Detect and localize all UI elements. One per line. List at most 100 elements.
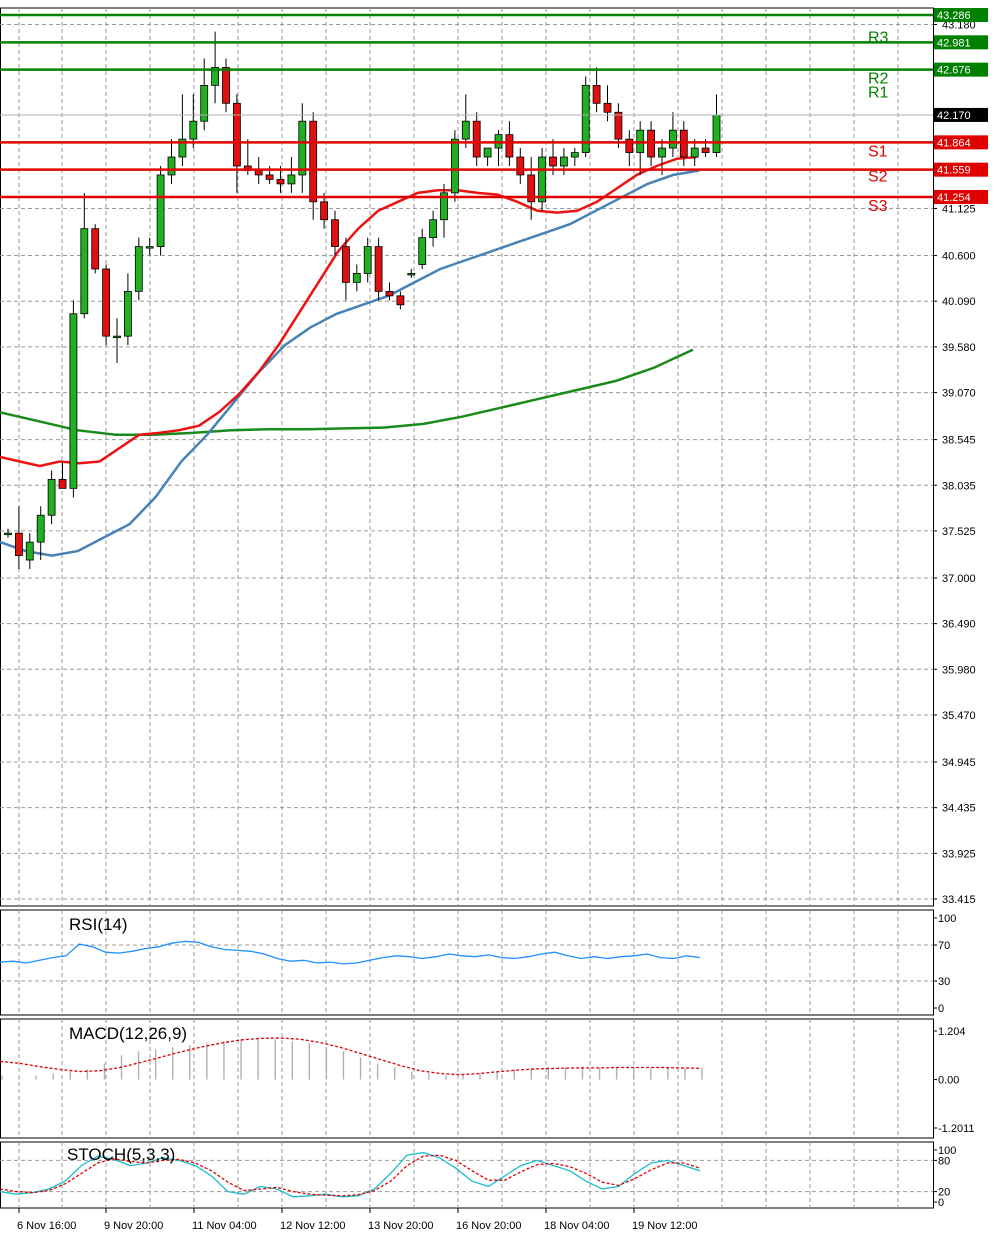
x-tick-label: 11 Nov 04:00 <box>192 1220 257 1232</box>
candle-bearish <box>549 156 557 167</box>
candle-bearish <box>679 129 688 158</box>
x-tick-label: 13 Nov 20:00 <box>368 1220 433 1232</box>
price-y-tick-label: 43.180 <box>942 19 976 31</box>
rsi-title: RSI(14) <box>69 915 128 934</box>
level-label: R1 <box>868 85 889 102</box>
candle-bullish <box>156 174 165 247</box>
candle-bullish <box>429 219 438 239</box>
candle-bullish <box>658 147 666 158</box>
candle-bullish <box>581 84 590 153</box>
price-y-tick-label: 38.035 <box>942 480 976 492</box>
level-tag-value: 42.676 <box>937 65 971 77</box>
price-y-tick-label: 39.580 <box>942 342 976 354</box>
candle-bullish <box>570 152 579 158</box>
x-tick-label: 12 Nov 12:00 <box>280 1220 345 1232</box>
candle-bullish <box>47 479 56 516</box>
level-tag <box>934 62 988 77</box>
candle-bearish <box>527 174 536 203</box>
candle-bullish <box>450 138 459 194</box>
rsi-y-tick-label: 100 <box>938 913 956 925</box>
rsi-y-tick-label: 30 <box>938 976 950 988</box>
ma-slow-line <box>0 348 694 436</box>
macd-signal-line <box>0 1037 701 1076</box>
current-price-tag <box>934 107 988 122</box>
candle-bearish <box>91 228 100 270</box>
x-tick-label: 18 Nov 04:00 <box>544 1220 609 1232</box>
level-label: R3 <box>868 29 889 46</box>
candle-bearish <box>374 246 383 292</box>
stoch-title: STOCH(5,3,3) <box>67 1145 175 1164</box>
level-label: S3 <box>868 198 888 215</box>
candle-bearish <box>603 102 612 113</box>
ma-fast-line <box>0 155 697 468</box>
candle-bearish <box>58 479 67 489</box>
level-tag <box>934 162 988 177</box>
candle-bearish <box>396 295 405 306</box>
candle-bullish <box>407 273 416 276</box>
rsi-y-tick-label: 70 <box>938 940 950 952</box>
panel-frames <box>0 7 934 1209</box>
macd-y-tick-label: 0.00 <box>938 1075 959 1087</box>
level-tag <box>934 189 988 204</box>
price-y-tick-label: 35.470 <box>942 710 976 722</box>
candle-bullish <box>440 192 448 221</box>
level-tag-value: 42.981 <box>937 37 971 49</box>
candle-bearish <box>331 219 339 247</box>
rsi-line <box>0 940 701 965</box>
candle-bearish <box>254 170 263 176</box>
stoch-panel: STOCH(5,3,3) <box>0 1145 701 1198</box>
price-y-tick-label: 37.525 <box>942 526 976 538</box>
macd-title: MACD(12,26,9) <box>69 1024 187 1043</box>
candle-bullish <box>712 114 721 153</box>
stoch-y-tick-label: 80 <box>938 1155 950 1167</box>
macd-y-tick-label: -1.2011 <box>938 1123 975 1135</box>
candle-bullish <box>80 228 89 315</box>
stoch-y-tick-label: 20 <box>938 1187 950 1199</box>
candle-bullish <box>211 67 220 86</box>
candle-bullish <box>178 138 187 158</box>
level-label: R2 <box>868 71 889 88</box>
candle-bullish <box>113 335 121 339</box>
candle-bearish <box>309 120 318 203</box>
macd-y-tick-label: 1.204 <box>938 1026 966 1038</box>
stoch-d-line <box>0 1154 701 1197</box>
candle-bearish <box>265 174 274 180</box>
level-tag-value: 41.864 <box>937 137 971 149</box>
candle-bullish <box>25 541 34 561</box>
level-label: S1 <box>868 143 888 160</box>
panel-frame-rsi <box>0 909 934 1016</box>
candle-bullish <box>363 246 372 274</box>
candle-bullish <box>538 156 546 203</box>
candle-bullish <box>36 514 45 543</box>
x-tick-label: 19 Nov 12:00 <box>632 1220 697 1232</box>
candle-bearish <box>222 67 230 104</box>
stoch-y-tick-label: 100 <box>938 1145 956 1157</box>
candle-bearish <box>614 111 623 140</box>
price-y-tick-label: 34.435 <box>942 803 976 815</box>
price-y-tick-label: 40.600 <box>942 251 976 263</box>
candle-bearish <box>320 201 329 221</box>
level-tag <box>934 35 988 50</box>
macd-panel: MACD(12,26,9) <box>0 1024 703 1080</box>
candle-bearish <box>276 179 285 185</box>
candle-bearish <box>102 268 110 337</box>
candle-bullish <box>200 84 209 122</box>
price-y-tick-label: 39.070 <box>942 388 976 400</box>
candle-bearish <box>385 290 394 297</box>
price-y-tick-label: 36.490 <box>942 619 976 631</box>
stoch-k-line <box>0 1151 701 1198</box>
candle-bearish <box>505 134 514 158</box>
stoch-y-tick-label: 0 <box>938 1197 944 1209</box>
candle-bullish <box>560 156 568 167</box>
candle-bullish <box>145 246 154 249</box>
x-tick-label: 6 Nov 16:00 <box>17 1220 76 1232</box>
level-tag-value: 41.254 <box>937 192 971 204</box>
candle-bullish <box>287 174 296 185</box>
current-price-value: 42.170 <box>937 110 971 122</box>
candle-bullish <box>483 147 492 158</box>
candle-bullish <box>352 273 361 283</box>
candle-bullish <box>690 147 699 158</box>
candle-bearish <box>701 147 710 153</box>
